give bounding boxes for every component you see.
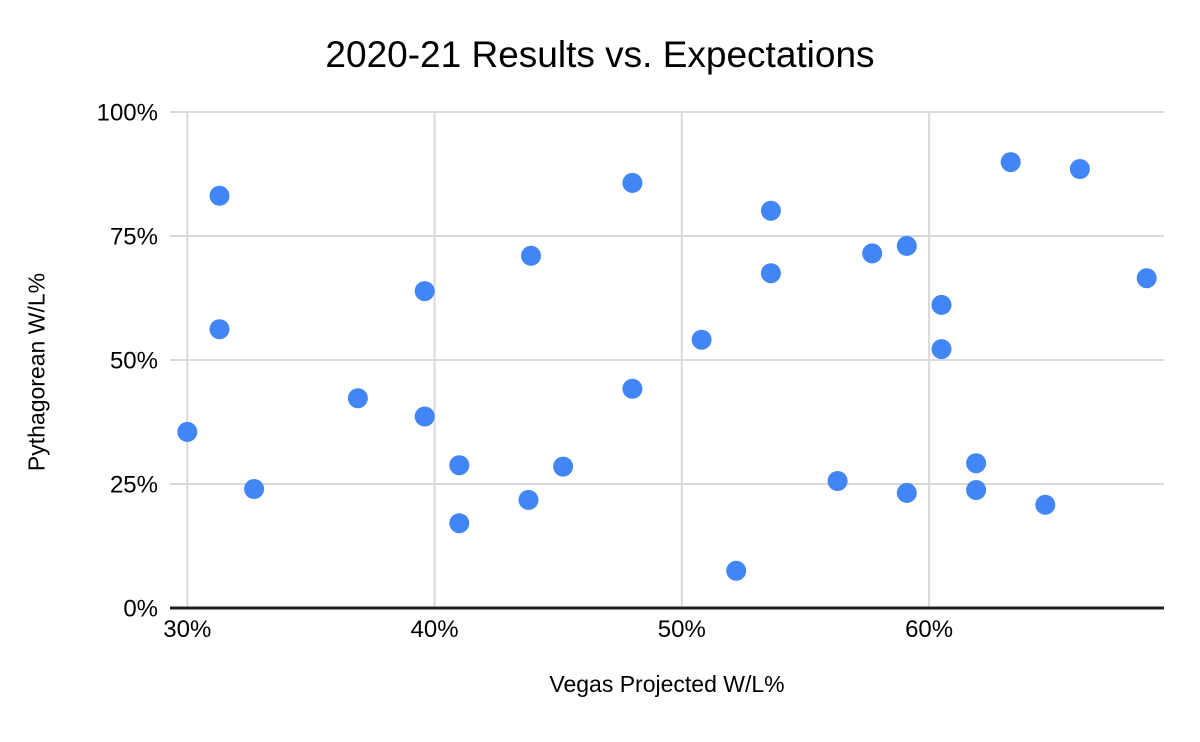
- data-point[interactable]: [414, 281, 435, 302]
- x-tick-label: 40%: [411, 616, 459, 643]
- data-point[interactable]: [622, 378, 643, 399]
- data-point[interactable]: [177, 421, 198, 442]
- data-point[interactable]: [896, 235, 917, 256]
- y-tick-label: 0%: [123, 596, 158, 623]
- x-tick-label: 60%: [905, 616, 953, 643]
- data-point[interactable]: [414, 406, 435, 427]
- y-tick-label: 75%: [110, 224, 158, 251]
- data-point[interactable]: [1136, 268, 1157, 289]
- data-point[interactable]: [553, 456, 574, 477]
- data-point[interactable]: [518, 489, 539, 510]
- data-point[interactable]: [449, 455, 470, 476]
- data-point[interactable]: [209, 319, 230, 340]
- data-point[interactable]: [862, 243, 883, 264]
- data-point[interactable]: [244, 479, 265, 499]
- y-axis-title: Pythagorean W/L%: [23, 272, 50, 472]
- data-point[interactable]: [966, 453, 987, 474]
- data-point[interactable]: [622, 172, 643, 193]
- data-point[interactable]: [896, 482, 917, 503]
- data-point[interactable]: [347, 388, 368, 409]
- data-point[interactable]: [966, 480, 987, 500]
- y-tick-label: 100%: [97, 100, 158, 127]
- data-point[interactable]: [931, 294, 952, 315]
- data-point[interactable]: [760, 200, 781, 221]
- data-point[interactable]: [1035, 494, 1056, 515]
- x-tick-label: 30%: [163, 616, 211, 643]
- y-tick-label: 25%: [110, 472, 158, 499]
- x-axis-title: Vegas Projected W/L%: [549, 671, 785, 697]
- data-point[interactable]: [691, 329, 712, 350]
- data-point[interactable]: [209, 185, 230, 206]
- data-point[interactable]: [521, 245, 541, 266]
- data-point[interactable]: [760, 263, 781, 284]
- data-point[interactable]: [449, 513, 470, 534]
- data-point[interactable]: [1000, 152, 1021, 173]
- data-point[interactable]: [726, 560, 747, 581]
- chart-title: 2020-21 Results vs. Expectations: [325, 34, 875, 75]
- data-point[interactable]: [931, 339, 952, 360]
- data-point[interactable]: [827, 471, 848, 491]
- y-tick-label: 50%: [110, 348, 158, 375]
- x-tick-label: 50%: [658, 616, 706, 643]
- data-point[interactable]: [1069, 159, 1090, 179]
